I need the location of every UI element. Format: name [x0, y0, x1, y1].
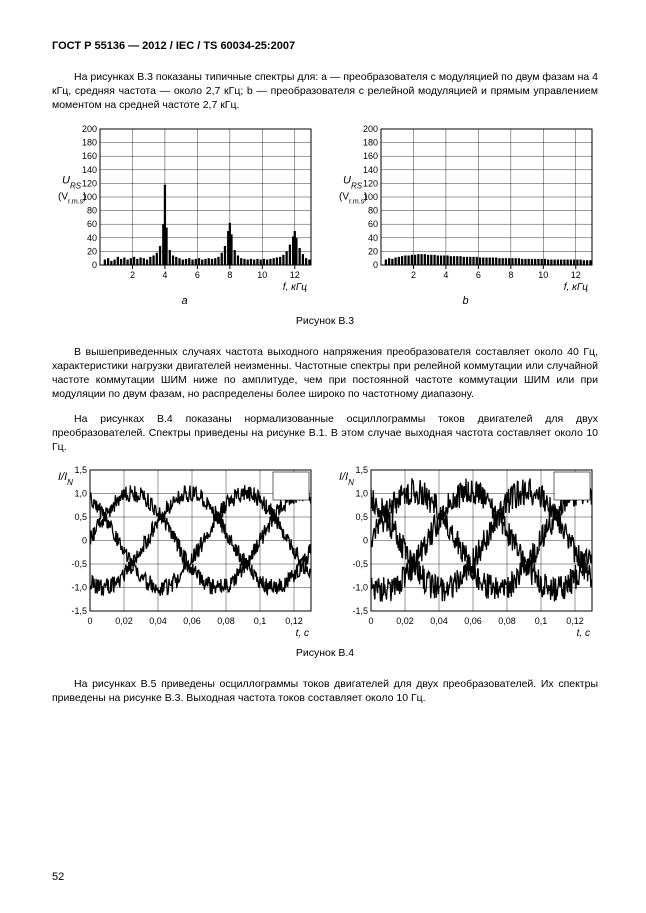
paragraph-2: В вышеприведенных случаях частота выходн… — [52, 345, 598, 402]
svg-text:40: 40 — [87, 232, 97, 242]
svg-text:t, c: t, c — [577, 628, 590, 639]
svg-text:0,08: 0,08 — [498, 616, 516, 626]
svg-text:12: 12 — [290, 270, 300, 280]
svg-text:180: 180 — [363, 137, 378, 147]
svg-text:-0,5: -0,5 — [71, 559, 87, 569]
figure-b3-caption: Рисунок В.3 — [52, 315, 598, 327]
figure-b4-row: -1,5 -1,0 -0,5 0 0,5 1,0 1,5 0 0,02 0,04 0,06 0,08 0… — [52, 464, 598, 639]
svg-text:URS: URS — [62, 174, 82, 190]
svg-text:12: 12 — [571, 270, 581, 280]
svg-text:120: 120 — [82, 178, 97, 188]
svg-text:120: 120 — [363, 178, 378, 188]
document-header: ГОСТ Р 55136 — 2012 / IEC / TS 60034-25:… — [52, 40, 598, 52]
svg-text:6: 6 — [195, 270, 200, 280]
svg-text:0,02: 0,02 — [396, 616, 414, 626]
chart-b4b: -1,5 -1,0 -0,5 0 0,5 1,0 1,5 0 0,02 0,04 0,06 0,08 0… — [333, 464, 598, 639]
svg-text:0: 0 — [87, 616, 92, 626]
svg-text:0,06: 0,06 — [183, 616, 201, 626]
svg-text:1,5: 1,5 — [74, 465, 87, 475]
svg-text:10: 10 — [257, 270, 267, 280]
svg-text:0: 0 — [92, 260, 97, 270]
svg-text:0,12: 0,12 — [566, 616, 584, 626]
svg-text:f, кГц: f, кГц — [283, 282, 307, 293]
svg-text:0: 0 — [82, 536, 87, 546]
chart-b3b-wrap: 02040608010012014016018020024681012URS(V… — [333, 123, 598, 307]
svg-text:4: 4 — [162, 270, 167, 280]
svg-text:0,1: 0,1 — [535, 616, 548, 626]
svg-text:1,5: 1,5 — [355, 465, 368, 475]
svg-text:URS: URS — [343, 174, 363, 190]
svg-text:-0,5: -0,5 — [352, 559, 368, 569]
svg-text:8: 8 — [508, 270, 513, 280]
figure-b4-caption: Рисунок В.4 — [52, 647, 598, 659]
chart-b4a-wrap: -1,5 -1,0 -0,5 0 0,5 1,0 1,5 0 0,02 0,04 0,06 0,08 0… — [52, 464, 317, 639]
svg-text:0,08: 0,08 — [217, 616, 235, 626]
svg-text:60: 60 — [87, 219, 97, 229]
svg-text:20: 20 — [368, 246, 378, 256]
svg-text:I/IN: I/IN — [58, 471, 73, 487]
chart-b4b-wrap: -1,5 -1,0 -0,5 0 0,5 1,0 1,5 0 0,02 0,04 0,06 0,08 0… — [333, 464, 598, 639]
svg-text:-1,5: -1,5 — [352, 606, 368, 616]
svg-text:0,5: 0,5 — [355, 512, 368, 522]
svg-text:0,06: 0,06 — [464, 616, 482, 626]
svg-text:0,04: 0,04 — [430, 616, 448, 626]
svg-text:8: 8 — [227, 270, 232, 280]
paragraph-3: На рисунках В.4 показаны нормализованные… — [52, 412, 598, 455]
svg-text:20: 20 — [87, 246, 97, 256]
svg-text:200: 200 — [363, 124, 378, 134]
svg-text:0,5: 0,5 — [74, 512, 87, 522]
svg-text:0: 0 — [373, 260, 378, 270]
svg-text:f, кГц: f, кГц — [564, 282, 588, 293]
svg-text:1,0: 1,0 — [355, 489, 368, 499]
chart-b3a-wrap: 02040608010012014016018020024681012URS(V… — [52, 123, 317, 307]
document-page: ГОСТ Р 55136 — 2012 / IEC / TS 60034-25:… — [0, 0, 646, 913]
svg-text:2: 2 — [411, 270, 416, 280]
svg-text:40: 40 — [368, 232, 378, 242]
svg-text:4: 4 — [443, 270, 448, 280]
svg-text:140: 140 — [82, 164, 97, 174]
svg-text:60: 60 — [368, 219, 378, 229]
paragraph-1: На рисунках B.3 показаны типичные спектр… — [52, 70, 598, 113]
svg-text:0: 0 — [368, 616, 373, 626]
chart-b3a-sublabel: a — [52, 295, 317, 307]
svg-text:160: 160 — [82, 151, 97, 161]
svg-text:80: 80 — [368, 205, 378, 215]
svg-text:160: 160 — [363, 151, 378, 161]
svg-text:t, c: t, c — [296, 628, 309, 639]
svg-text:10: 10 — [538, 270, 548, 280]
svg-text:200: 200 — [82, 124, 97, 134]
svg-text:0,12: 0,12 — [285, 616, 303, 626]
svg-text:0,1: 0,1 — [254, 616, 267, 626]
svg-text:-1,0: -1,0 — [352, 583, 368, 593]
svg-text:80: 80 — [87, 205, 97, 215]
svg-text:(Vr.m.s): (Vr.m.s) — [339, 191, 368, 205]
page-number: 52 — [52, 871, 64, 883]
svg-text:0: 0 — [363, 536, 368, 546]
chart-b3a: 02040608010012014016018020024681012URS(V… — [52, 123, 317, 293]
svg-text:I/IN: I/IN — [339, 471, 354, 487]
svg-text:1,0: 1,0 — [74, 489, 87, 499]
chart-b4a: -1,5 -1,0 -0,5 0 0,5 1,0 1,5 0 0,02 0,04 0,06 0,08 0… — [52, 464, 317, 639]
svg-text:(Vr.m.s): (Vr.m.s) — [58, 191, 87, 205]
figure-b3-row: 02040608010012014016018020024681012URS(V… — [52, 123, 598, 307]
svg-text:-1,0: -1,0 — [71, 583, 87, 593]
svg-text:140: 140 — [363, 164, 378, 174]
svg-text:6: 6 — [476, 270, 481, 280]
svg-text:2: 2 — [130, 270, 135, 280]
chart-b3b-sublabel: b — [333, 295, 598, 307]
svg-text:0,04: 0,04 — [149, 616, 167, 626]
svg-text:0,02: 0,02 — [115, 616, 133, 626]
chart-b3b: 02040608010012014016018020024681012URS(V… — [333, 123, 598, 293]
svg-text:180: 180 — [82, 137, 97, 147]
svg-text:-1,5: -1,5 — [71, 606, 87, 616]
paragraph-4: На рисунках В.5 приведены осциллограммы … — [52, 677, 598, 705]
